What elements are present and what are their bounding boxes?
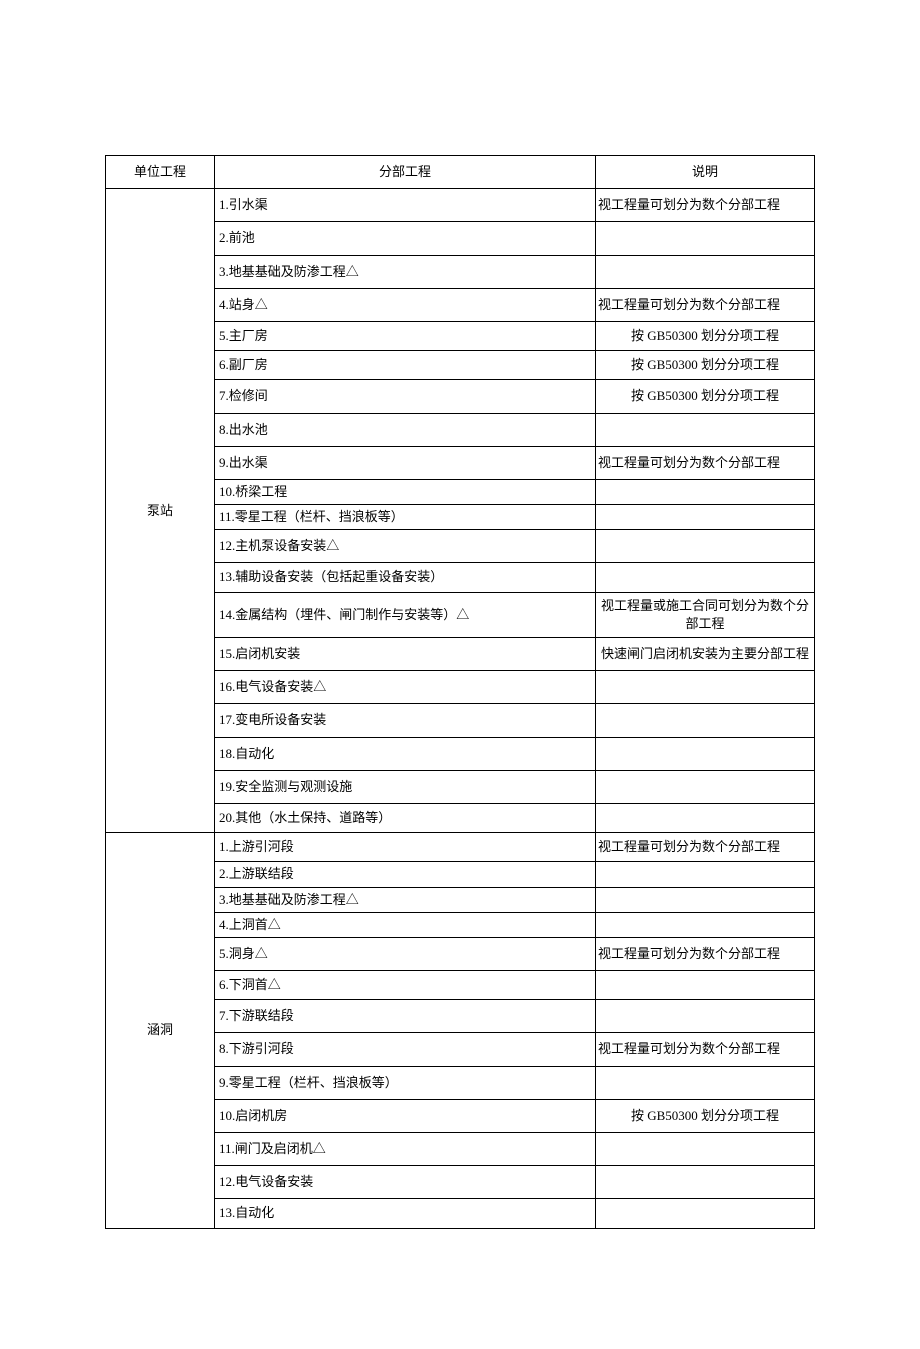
desc-cell <box>596 563 815 592</box>
desc-cell <box>596 862 815 887</box>
sub-cell: 5.洞身△ <box>215 937 596 970</box>
desc-cell: 快速闸门启闭机安装为主要分部工程 <box>596 638 815 671</box>
desc-cell: 视工程量可划分为数个分部工程 <box>596 1033 815 1066</box>
sub-cell: 11.零星工程（栏杆、挡浪板等） <box>215 505 596 530</box>
desc-cell <box>596 1166 815 1199</box>
sub-cell: 19.安全监测与观测设施 <box>215 770 596 803</box>
sub-cell: 4.站身△ <box>215 288 596 321</box>
desc-cell <box>596 505 815 530</box>
desc-cell <box>596 803 815 832</box>
sub-cell: 8.出水池 <box>215 413 596 446</box>
sub-cell: 4.上洞首△ <box>215 912 596 937</box>
desc-cell: 视工程量可划分为数个分部工程 <box>596 446 815 479</box>
desc-cell <box>596 413 815 446</box>
sub-cell: 13.自动化 <box>215 1199 596 1228</box>
sub-cell: 10.桥梁工程 <box>215 479 596 504</box>
table-row: 涵洞1.上游引河段视工程量可划分为数个分部工程 <box>106 833 815 862</box>
desc-cell <box>596 1066 815 1099</box>
sub-cell: 10.启闭机房 <box>215 1099 596 1132</box>
sub-cell: 12.主机泵设备安装△ <box>215 530 596 563</box>
desc-cell <box>596 479 815 504</box>
sub-cell: 6.副厂房 <box>215 351 596 380</box>
header-unit: 单位工程 <box>106 156 215 189</box>
sub-cell: 8.下游引河段 <box>215 1033 596 1066</box>
sub-cell: 2.前池 <box>215 222 596 255</box>
sub-cell: 2.上游联结段 <box>215 862 596 887</box>
desc-cell <box>596 255 815 288</box>
desc-cell: 按 GB50300 划分分项工程 <box>596 1099 815 1132</box>
engineering-division-table: 单位工程 分部工程 说明 泵站1.引水渠视工程量可划分为数个分部工程2.前池3.… <box>105 155 815 1229</box>
header-desc: 说明 <box>596 156 815 189</box>
desc-cell <box>596 770 815 803</box>
desc-cell: 视工程量或施工合同可划分为数个分部工程 <box>596 592 815 637</box>
sub-cell: 9.出水渠 <box>215 446 596 479</box>
sub-cell: 3.地基基础及防渗工程△ <box>215 887 596 912</box>
sub-cell: 20.其他（水土保持、道路等） <box>215 803 596 832</box>
table-row: 泵站1.引水渠视工程量可划分为数个分部工程 <box>106 189 815 222</box>
desc-cell <box>596 530 815 563</box>
sub-cell: 17.变电所设备安装 <box>215 704 596 737</box>
desc-cell <box>596 222 815 255</box>
sub-cell: 5.主厂房 <box>215 321 596 350</box>
header-sub: 分部工程 <box>215 156 596 189</box>
desc-cell: 按 GB50300 划分分项工程 <box>596 351 815 380</box>
sub-cell: 1.引水渠 <box>215 189 596 222</box>
desc-cell: 视工程量可划分为数个分部工程 <box>596 937 815 970</box>
desc-cell <box>596 1000 815 1033</box>
desc-cell <box>596 737 815 770</box>
desc-cell <box>596 704 815 737</box>
sub-cell: 1.上游引河段 <box>215 833 596 862</box>
sub-cell: 13.辅助设备安装（包括起重设备安装） <box>215 563 596 592</box>
unit-cell: 涵洞 <box>106 833 215 1228</box>
sub-cell: 7.下游联结段 <box>215 1000 596 1033</box>
desc-cell <box>596 1133 815 1166</box>
desc-cell: 视工程量可划分为数个分部工程 <box>596 288 815 321</box>
sub-cell: 18.自动化 <box>215 737 596 770</box>
sub-cell: 3.地基基础及防渗工程△ <box>215 255 596 288</box>
sub-cell: 15.启闭机安装 <box>215 638 596 671</box>
desc-cell: 视工程量可划分为数个分部工程 <box>596 833 815 862</box>
desc-cell: 视工程量可划分为数个分部工程 <box>596 189 815 222</box>
sub-cell: 14.金属结构（埋件、闸门制作与安装等）△ <box>215 592 596 637</box>
table-header-row: 单位工程 分部工程 说明 <box>106 156 815 189</box>
sub-cell: 11.闸门及启闭机△ <box>215 1133 596 1166</box>
sub-cell: 9.零星工程（栏杆、挡浪板等） <box>215 1066 596 1099</box>
desc-cell <box>596 671 815 704</box>
desc-cell <box>596 887 815 912</box>
unit-cell: 泵站 <box>106 189 215 833</box>
sub-cell: 7.检修间 <box>215 380 596 413</box>
desc-cell <box>596 971 815 1000</box>
desc-cell: 按 GB50300 划分分项工程 <box>596 321 815 350</box>
sub-cell: 16.电气设备安装△ <box>215 671 596 704</box>
desc-cell <box>596 912 815 937</box>
desc-cell <box>596 1199 815 1228</box>
sub-cell: 6.下洞首△ <box>215 971 596 1000</box>
desc-cell: 按 GB50300 划分分项工程 <box>596 380 815 413</box>
sub-cell: 12.电气设备安装 <box>215 1166 596 1199</box>
